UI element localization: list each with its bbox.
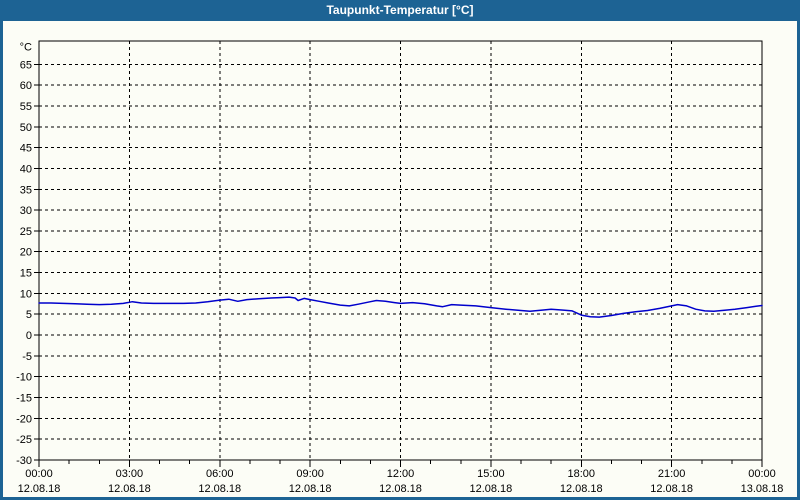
y-tick-label: 30: [20, 205, 32, 217]
x-tick-date-label: 12.08.18: [18, 483, 61, 495]
y-tick-label: 5: [26, 309, 32, 321]
x-tick-date-label: 12.08.18: [650, 483, 693, 495]
x-tick-date-label: 12.08.18: [469, 483, 512, 495]
x-tick-date-label: 12.08.18: [198, 483, 241, 495]
y-tick-label: -25: [16, 434, 32, 446]
window-title: Taupunkt-Temperatur [°C]: [326, 3, 474, 17]
x-tick-date-label: 12.08.18: [289, 483, 332, 495]
y-tick-label: 0: [26, 330, 32, 342]
y-tick-label: -20: [16, 413, 32, 425]
y-tick-label: 60: [20, 80, 32, 92]
y-tick-label: 25: [20, 226, 32, 238]
y-unit-label: °C: [20, 41, 32, 53]
y-tick-label: 15: [20, 268, 32, 280]
y-tick-label: 50: [20, 122, 32, 134]
x-tick-date-label: 12.08.18: [560, 483, 603, 495]
x-tick-time-label: 12:00: [387, 468, 415, 480]
y-tick-label: 55: [20, 101, 32, 113]
y-tick-label: 45: [20, 143, 32, 155]
x-tick-time-label: 15:00: [477, 468, 505, 480]
x-tick-time-label: 00:00: [25, 468, 53, 480]
x-tick-time-label: 00:00: [748, 468, 776, 480]
y-tick-label: 40: [20, 163, 32, 175]
y-tick-label: -5: [22, 351, 32, 363]
x-tick-date-label: 13.08.18: [741, 483, 784, 495]
y-tick-label: -30: [16, 455, 32, 467]
y-tick-label: -15: [16, 393, 32, 405]
title-bar[interactable]: Taupunkt-Temperatur [°C]: [0, 0, 800, 21]
data-line: [38, 296, 763, 318]
y-tick-label: 20: [20, 247, 32, 259]
y-tick-label: -10: [16, 372, 32, 384]
x-tick-time-label: 06:00: [206, 468, 234, 480]
x-tick-date-label: 12.08.18: [108, 483, 151, 495]
y-tick-label: 35: [20, 184, 32, 196]
x-tick-time-label: 18:00: [567, 468, 595, 480]
x-tick-time-label: 09:00: [296, 468, 324, 480]
x-tick-time-label: 21:00: [658, 468, 686, 480]
y-tick-label: 65: [20, 59, 32, 71]
x-tick-date-label: 12.08.18: [379, 483, 422, 495]
x-tick-time-label: 03:00: [116, 468, 144, 480]
y-tick-label: 10: [20, 288, 32, 300]
